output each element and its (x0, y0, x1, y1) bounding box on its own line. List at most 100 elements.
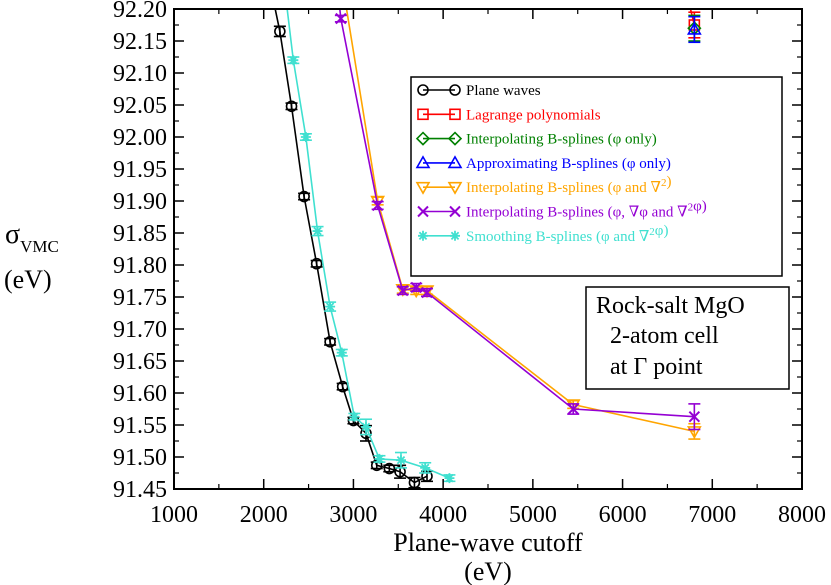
x-tick-label: 8000 (778, 502, 826, 528)
legend-marker (447, 155, 463, 169)
data-point (335, 12, 347, 25)
data-point (370, 459, 383, 472)
legend-label-part: Plane waves (466, 83, 541, 99)
legend-label-part: Interpolating B-splines (φ, ∇φ and ∇ (466, 205, 688, 221)
series-3 (686, 15, 702, 44)
data-point (285, 100, 298, 113)
legend-label: Smoothing B-splines (φ and ∇2φ) (466, 223, 668, 245)
legend-entry: Smoothing B-splines (φ and ∇2φ) (418, 223, 668, 245)
data-point (324, 335, 336, 348)
legend-frame (410, 76, 783, 277)
annotation-frame (585, 286, 790, 390)
series-line (286, 9, 450, 479)
legend-label-superscript: 2 (661, 177, 667, 189)
legend-label: Lagrange polynomials (466, 107, 601, 123)
y-tick-label: 91.75 (113, 285, 167, 311)
legend-label-part: Smoothing B-splines (φ and ∇ (466, 229, 649, 245)
data-point (310, 257, 323, 270)
y-tick-label: 91.45 (113, 477, 167, 503)
y-tick-label: 92.05 (113, 93, 167, 119)
legend-label: Interpolating B-splines (φ only) (466, 132, 657, 148)
legend-label-part: Interpolating B-splines (φ only) (466, 132, 657, 148)
legend-label-part: Lagrange polynomials (466, 107, 601, 123)
y-tick-label: 91.50 (113, 445, 167, 471)
data-point (360, 421, 371, 432)
x-axis-title: Plane-wave cutoff (393, 528, 583, 557)
data-point (374, 453, 385, 464)
annotation-line-3: at Γ point (610, 354, 703, 380)
legend-label-part: Approximating B-splines (φ only) (466, 156, 671, 172)
legend-marker (417, 108, 429, 121)
legend-marker (415, 181, 431, 195)
legend-label: Interpolating B-splines (φ and ∇2) (466, 174, 671, 196)
legend-entry: Interpolating B-splines (φ and ∇2) (415, 174, 671, 196)
series-5 (334, 9, 701, 431)
legend-marker (447, 181, 463, 195)
series-line (339, 9, 695, 418)
legend-marker (417, 84, 429, 96)
data-point (397, 284, 409, 297)
data-point (567, 403, 579, 415)
y-axis-unit: (eV) (4, 265, 52, 294)
legend-label-part: Interpolating B-splines (φ and ∇ (466, 180, 661, 196)
series-0 (273, 9, 433, 489)
legend-label-part: φ) (693, 199, 707, 215)
data-point (421, 470, 433, 483)
legend-label-superscript: 2 (688, 202, 694, 214)
legend-label-part: φ) (655, 223, 669, 239)
x-tick-label: 2000 (240, 502, 288, 528)
data-point (300, 132, 311, 142)
y-tick-label: 92.10 (113, 61, 167, 87)
legend-entry: Plane waves (417, 83, 541, 99)
legend-marker (447, 131, 463, 146)
y-tick-label: 92.20 (113, 0, 167, 23)
data-point (274, 25, 286, 38)
y-tick-label: 92.15 (113, 29, 167, 55)
series-layer (273, 9, 702, 489)
annotation-line-2: 2-atom cell (610, 323, 719, 349)
legend-label-superscript: 2 (649, 226, 655, 238)
legend-entry: Lagrange polynomials (417, 107, 601, 123)
annotation-box: Rock-salt MgO 2-atom cell at Γ point (585, 286, 790, 390)
legend-marker (449, 108, 461, 121)
y-tick-label: 91.65 (113, 349, 167, 375)
legend-label: Plane waves (466, 83, 541, 99)
legend-label: Interpolating B-splines (φ, ∇φ and ∇2φ) (466, 199, 707, 221)
legend-entry: Interpolating B-splines (φ only) (415, 131, 657, 148)
axis-ticks: 1000 2000 3000 4000 5000 6000 7000 8000 91.45 91.… (113, 0, 826, 528)
legend-marker (449, 205, 461, 218)
x-tick-label: 3000 (329, 502, 377, 528)
legend-entry: Approximating B-splines (φ only) (415, 155, 671, 172)
data-point (444, 473, 455, 484)
y-tick-label: 91.80 (113, 253, 167, 279)
data-point (420, 462, 431, 473)
y-tick-label: 91.60 (113, 381, 167, 407)
data-point (298, 190, 310, 203)
legend-marker (418, 230, 428, 241)
data-point (686, 21, 702, 35)
x-tick-label: 1000 (150, 502, 198, 528)
series-6 (286, 9, 456, 484)
data-point (349, 411, 360, 422)
data-point (383, 462, 396, 475)
data-point (288, 55, 299, 66)
legend: Plane waves Lagrange polynomials Interpola… (410, 76, 783, 277)
data-point (371, 199, 384, 212)
y-tick-label: 91.95 (113, 157, 167, 183)
legend-marker (415, 131, 431, 146)
legend-label: Approximating B-splines (φ only) (466, 156, 671, 172)
data-point (336, 347, 347, 358)
legend-marker (417, 205, 429, 218)
data-point (688, 410, 701, 423)
x-tick-label: 6000 (599, 502, 647, 528)
legend-marker (449, 84, 461, 96)
y-tick-label: 91.85 (113, 221, 167, 247)
y-axis-symbol: σ (5, 219, 20, 250)
data-point (325, 301, 336, 312)
legend-entry: Interpolating B-splines (φ, ∇φ and ∇2φ) (417, 199, 707, 221)
x-tick-label: 5000 (509, 502, 557, 528)
annotation-line-1: Rock-salt MgO (596, 293, 745, 319)
x-tick-label: 4000 (419, 502, 467, 528)
series-line (274, 9, 428, 484)
